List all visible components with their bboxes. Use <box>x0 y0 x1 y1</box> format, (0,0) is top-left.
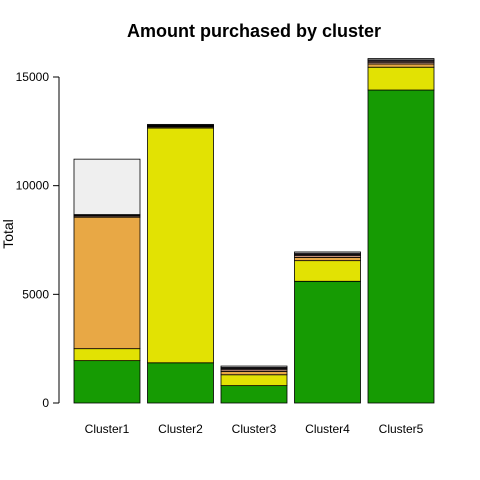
bar-segment <box>367 63 435 68</box>
bar-segment <box>147 123 214 126</box>
y-tick-label: 10000 <box>16 179 50 193</box>
x-axis-labels: Cluster1 Cluster2 Cluster3 Cluster4 Cluster5 <box>85 422 424 436</box>
y-tick-label: 15000 <box>16 70 50 84</box>
bar-segment <box>294 256 361 262</box>
bars-group <box>73 58 435 404</box>
bar-segment <box>367 58 435 61</box>
y-axis: 0 5000 10000 15000 <box>16 70 60 410</box>
bar-segment <box>73 360 141 404</box>
x-tick-label: Cluster4 <box>305 422 350 436</box>
x-tick-label: Cluster2 <box>158 422 203 436</box>
bar-segment <box>73 158 141 215</box>
bar-segment <box>73 348 141 362</box>
bar-segment <box>294 251 361 254</box>
bar-segment <box>294 280 361 404</box>
bar-segment <box>147 362 214 404</box>
y-axis-label: Total <box>0 219 16 249</box>
x-tick-label: Cluster3 <box>232 422 277 436</box>
chart-title: Amount purchased by cluster <box>127 21 381 41</box>
x-tick-label: Cluster5 <box>379 422 424 436</box>
bar-segment <box>294 260 361 282</box>
bar-segment <box>220 365 288 368</box>
bar-segment <box>367 89 435 404</box>
bar-segment <box>367 66 435 91</box>
bar-segment <box>220 374 288 387</box>
bar-segment <box>220 371 288 376</box>
y-tick-label: 0 <box>42 396 49 410</box>
bar-segment <box>147 127 214 364</box>
x-tick-label: Cluster1 <box>85 422 130 436</box>
y-tick-label: 5000 <box>22 287 49 301</box>
bar-segment <box>73 216 141 350</box>
bar-segment <box>220 385 288 404</box>
